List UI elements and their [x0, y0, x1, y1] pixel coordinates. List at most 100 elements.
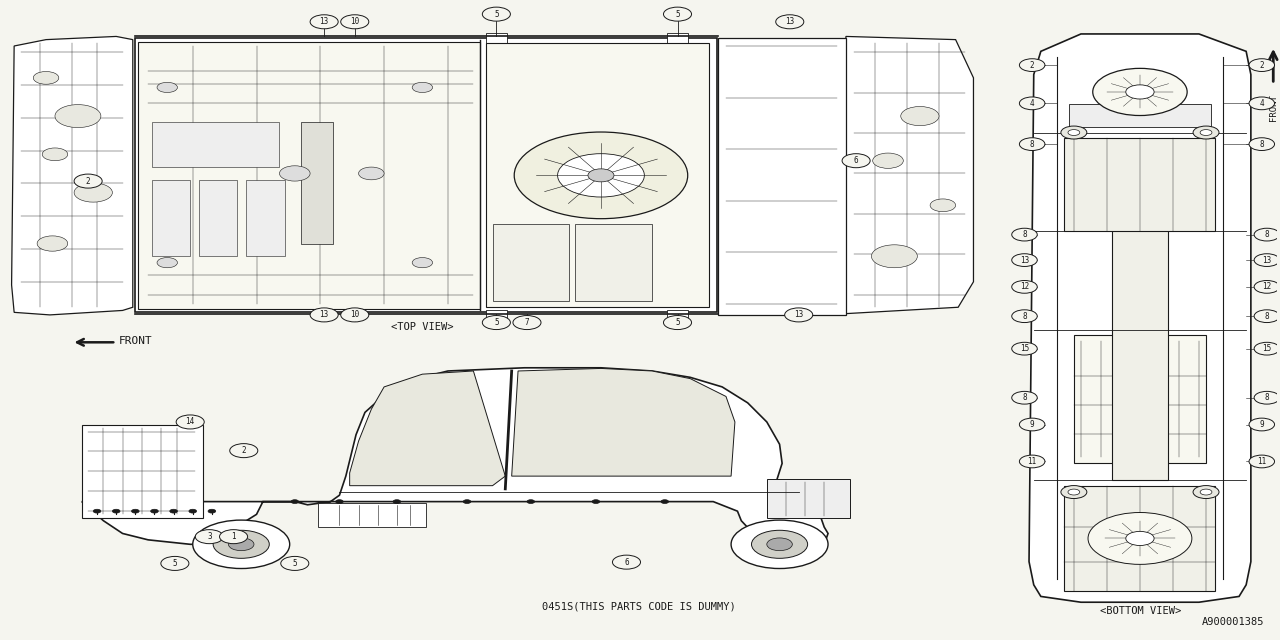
Text: 9: 9 — [1260, 420, 1265, 429]
Text: <BOTTOM VIEW>: <BOTTOM VIEW> — [1100, 606, 1181, 616]
Text: 8: 8 — [1023, 393, 1027, 403]
Text: 13: 13 — [1020, 255, 1029, 264]
Circle shape — [1201, 129, 1212, 136]
Circle shape — [1011, 228, 1037, 241]
Bar — [136, 38, 717, 312]
Text: 0451S(THIS PARTS CODE IS DUMMY): 0451S(THIS PARTS CODE IS DUMMY) — [543, 602, 736, 612]
Bar — [493, 225, 570, 301]
Circle shape — [515, 132, 687, 219]
Circle shape — [872, 245, 918, 268]
Text: 2: 2 — [1260, 61, 1265, 70]
Text: 8: 8 — [1265, 312, 1270, 321]
Bar — [1074, 335, 1206, 463]
Circle shape — [931, 199, 956, 212]
Circle shape — [1254, 392, 1280, 404]
Text: 4: 4 — [1030, 99, 1034, 108]
Circle shape — [74, 183, 113, 202]
Circle shape — [527, 500, 535, 504]
Polygon shape — [1029, 34, 1251, 602]
Bar — [576, 225, 652, 301]
Bar — [246, 180, 284, 256]
Circle shape — [751, 531, 808, 558]
Circle shape — [340, 308, 369, 322]
Circle shape — [1249, 59, 1275, 72]
Text: 10: 10 — [351, 17, 360, 26]
Circle shape — [483, 7, 511, 21]
Circle shape — [132, 509, 140, 513]
Text: 13: 13 — [785, 17, 795, 26]
Text: 11: 11 — [1028, 457, 1037, 466]
Circle shape — [1254, 342, 1280, 355]
Circle shape — [901, 106, 940, 125]
Circle shape — [358, 167, 384, 180]
Circle shape — [1126, 85, 1155, 99]
Circle shape — [170, 509, 178, 513]
Text: 13: 13 — [1262, 255, 1271, 264]
Circle shape — [1011, 392, 1037, 404]
Circle shape — [785, 308, 813, 322]
Text: <TOP VIEW>: <TOP VIEW> — [392, 322, 453, 332]
Circle shape — [558, 154, 644, 197]
Circle shape — [1019, 138, 1044, 150]
Bar — [718, 38, 846, 315]
Bar — [1065, 486, 1216, 591]
Text: 3: 3 — [207, 532, 211, 541]
Bar — [152, 122, 279, 167]
Circle shape — [1249, 97, 1275, 109]
Circle shape — [291, 500, 298, 504]
Polygon shape — [846, 36, 974, 314]
Text: 8: 8 — [1023, 230, 1027, 239]
Circle shape — [214, 531, 269, 558]
Circle shape — [279, 166, 310, 181]
Circle shape — [588, 169, 614, 182]
Circle shape — [1061, 126, 1087, 139]
Bar — [1069, 104, 1211, 127]
Bar — [667, 310, 687, 320]
Text: 8: 8 — [1265, 230, 1270, 239]
Text: 5: 5 — [675, 318, 680, 327]
Polygon shape — [82, 368, 828, 544]
Bar — [1111, 161, 1169, 481]
Circle shape — [310, 15, 338, 29]
Circle shape — [280, 556, 308, 570]
Text: 5: 5 — [494, 10, 499, 19]
Circle shape — [1011, 253, 1037, 266]
Circle shape — [157, 83, 178, 93]
Text: 14: 14 — [186, 417, 195, 426]
Text: 5: 5 — [494, 318, 499, 327]
Circle shape — [229, 444, 257, 458]
Circle shape — [412, 257, 433, 268]
Bar — [486, 43, 709, 307]
Polygon shape — [12, 36, 133, 315]
Circle shape — [731, 520, 828, 568]
Circle shape — [612, 555, 640, 569]
Text: 15: 15 — [1020, 344, 1029, 353]
Circle shape — [1249, 418, 1275, 431]
Bar — [1065, 138, 1216, 231]
Text: FRONT: FRONT — [1268, 94, 1277, 121]
Circle shape — [1254, 310, 1280, 323]
Circle shape — [1061, 486, 1087, 499]
Text: 12: 12 — [1020, 282, 1029, 291]
Circle shape — [161, 556, 189, 570]
Text: 5: 5 — [173, 559, 177, 568]
Circle shape — [663, 7, 691, 21]
Circle shape — [1068, 489, 1080, 495]
Bar — [667, 33, 687, 43]
Circle shape — [340, 15, 369, 29]
Circle shape — [513, 316, 541, 330]
Text: 8: 8 — [1023, 312, 1027, 321]
Circle shape — [1019, 97, 1044, 109]
Circle shape — [113, 509, 120, 513]
Circle shape — [37, 236, 68, 251]
Bar — [82, 425, 204, 518]
Bar — [317, 503, 426, 527]
Circle shape — [33, 72, 59, 84]
Text: 2: 2 — [86, 177, 91, 186]
Circle shape — [1019, 418, 1044, 431]
Circle shape — [209, 509, 216, 513]
Circle shape — [1193, 126, 1219, 139]
Text: 13: 13 — [794, 310, 804, 319]
Text: 5: 5 — [293, 559, 297, 568]
Circle shape — [393, 500, 401, 504]
